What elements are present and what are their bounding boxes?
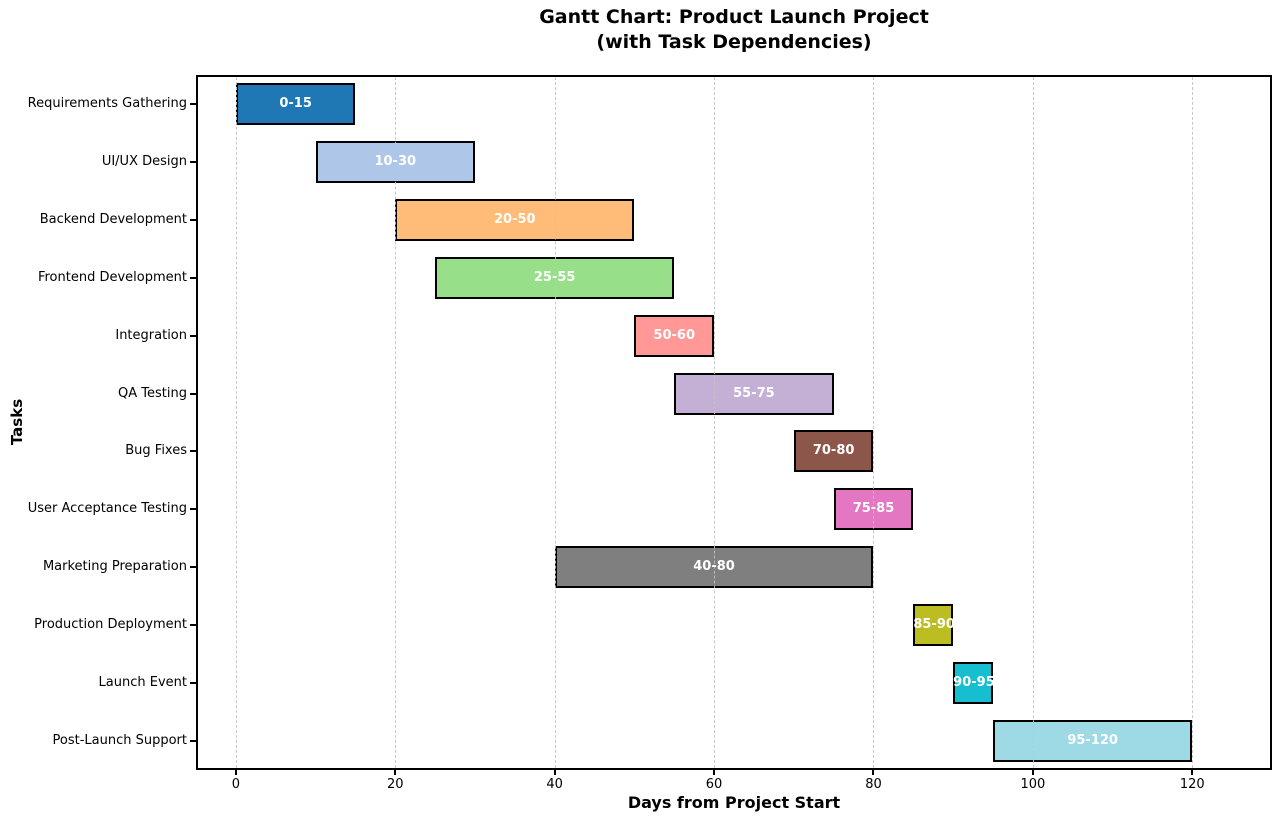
- bar-backend-development: [395, 198, 635, 241]
- gridline-day-60: [714, 77, 716, 768]
- y-tick-bug-fixes: [190, 450, 196, 453]
- bar-label-launch-event: 90-95: [953, 675, 995, 691]
- task-label-qa-testing: QA Testing: [118, 385, 187, 401]
- bar-label-marketing-preparation: 40-80: [693, 559, 735, 575]
- x-tick-120: [1191, 770, 1194, 775]
- y-tick-frontend-development: [190, 276, 196, 279]
- gridline-day-120: [1192, 77, 1194, 768]
- x-tick-label-60: 60: [705, 777, 723, 792]
- bar-label-requirements-gathering: 0-15: [279, 95, 312, 111]
- task-label-backend-development: Backend Development: [39, 211, 187, 227]
- gridline-day-0: [235, 77, 237, 768]
- y-tick-production-deployment: [190, 624, 196, 627]
- gridline-day-40: [554, 77, 556, 768]
- y-tick-integration: [190, 334, 196, 337]
- bar-post-launch-support: [993, 720, 1193, 763]
- x-tick-40: [553, 770, 556, 775]
- bar-label-backend-development: 20-50: [494, 211, 536, 227]
- x-tick-60: [713, 770, 716, 775]
- bar-bug-fixes: [793, 430, 874, 473]
- task-label-frontend-development: Frontend Development: [37, 269, 187, 285]
- x-tick-0: [234, 770, 237, 775]
- x-tick-label-20: 20: [386, 777, 404, 792]
- task-label-requirements-gathering: Requirements Gathering: [27, 95, 187, 111]
- bar-label-ui-ux-design: 10-30: [374, 153, 417, 169]
- x-tick-label-40: 40: [546, 777, 563, 792]
- y-tick-post-launch-support: [190, 740, 196, 743]
- task-label-marketing-preparation: Marketing Preparation: [42, 559, 187, 575]
- bar-label-user-acceptance-testing: 75-85: [852, 501, 895, 517]
- x-tick-80: [872, 770, 875, 775]
- x-axis-label: Days from Project Start: [627, 793, 841, 812]
- gridline-day-100: [1032, 77, 1034, 768]
- task-label-launch-event: Launch Event: [98, 675, 187, 691]
- x-tick-label-120: 120: [1179, 777, 1205, 792]
- bar-label-integration: 50-60: [653, 327, 695, 343]
- x-tick-label-100: 100: [1020, 777, 1046, 792]
- bar-production-deployment: [913, 604, 954, 647]
- y-tick-marketing-preparation: [190, 566, 196, 569]
- bar-qa-testing: [674, 372, 834, 415]
- x-tick-100: [1031, 770, 1034, 775]
- y-tick-backend-development: [190, 218, 196, 221]
- bar-integration: [634, 314, 715, 357]
- y-tick-ui-ux-design: [190, 160, 196, 163]
- bar-label-production-deployment: 85-90: [913, 617, 955, 633]
- gridline-day-20: [395, 77, 397, 768]
- y-tick-user-acceptance-testing: [190, 508, 196, 511]
- bar-launch-event: [953, 662, 994, 705]
- chart-title-line2: (with Task Dependencies): [596, 31, 872, 53]
- gridline-day-80: [873, 77, 875, 768]
- y-tick-requirements-gathering: [190, 102, 196, 105]
- y-tick-launch-event: [190, 682, 196, 685]
- bar-label-qa-testing: 55-75: [733, 385, 775, 401]
- task-label-integration: Integration: [115, 327, 187, 343]
- chart-title-line1: Gantt Chart: Product Launch Project: [539, 6, 929, 28]
- bar-label-frontend-development: 25-55: [533, 269, 576, 285]
- task-label-production-deployment: Production Deployment: [34, 617, 187, 633]
- task-label-ui-ux-design: UI/UX Design: [101, 153, 187, 169]
- x-tick-20: [394, 770, 397, 775]
- bar-label-bug-fixes: 70-80: [812, 443, 855, 459]
- x-tick-label-80: 80: [865, 777, 882, 792]
- x-tick-label-0: 0: [231, 777, 240, 792]
- y-axis-label: Tasks: [8, 398, 26, 446]
- bar-requirements-gathering: [235, 82, 356, 125]
- bar-label-post-launch-support: 95-120: [1067, 733, 1118, 749]
- task-label-user-acceptance-testing: User Acceptance Testing: [27, 501, 187, 517]
- y-tick-qa-testing: [190, 392, 196, 395]
- task-label-bug-fixes: Bug Fixes: [125, 443, 187, 459]
- task-label-post-launch-support: Post-Launch Support: [52, 733, 188, 749]
- chart-title: Gantt Chart: Product Launch Project (wit…: [196, 5, 1272, 55]
- plot-area: 0-15 10-30 20-50 25-55 50-60 55-75 70-80 75-85 4…: [196, 75, 1272, 770]
